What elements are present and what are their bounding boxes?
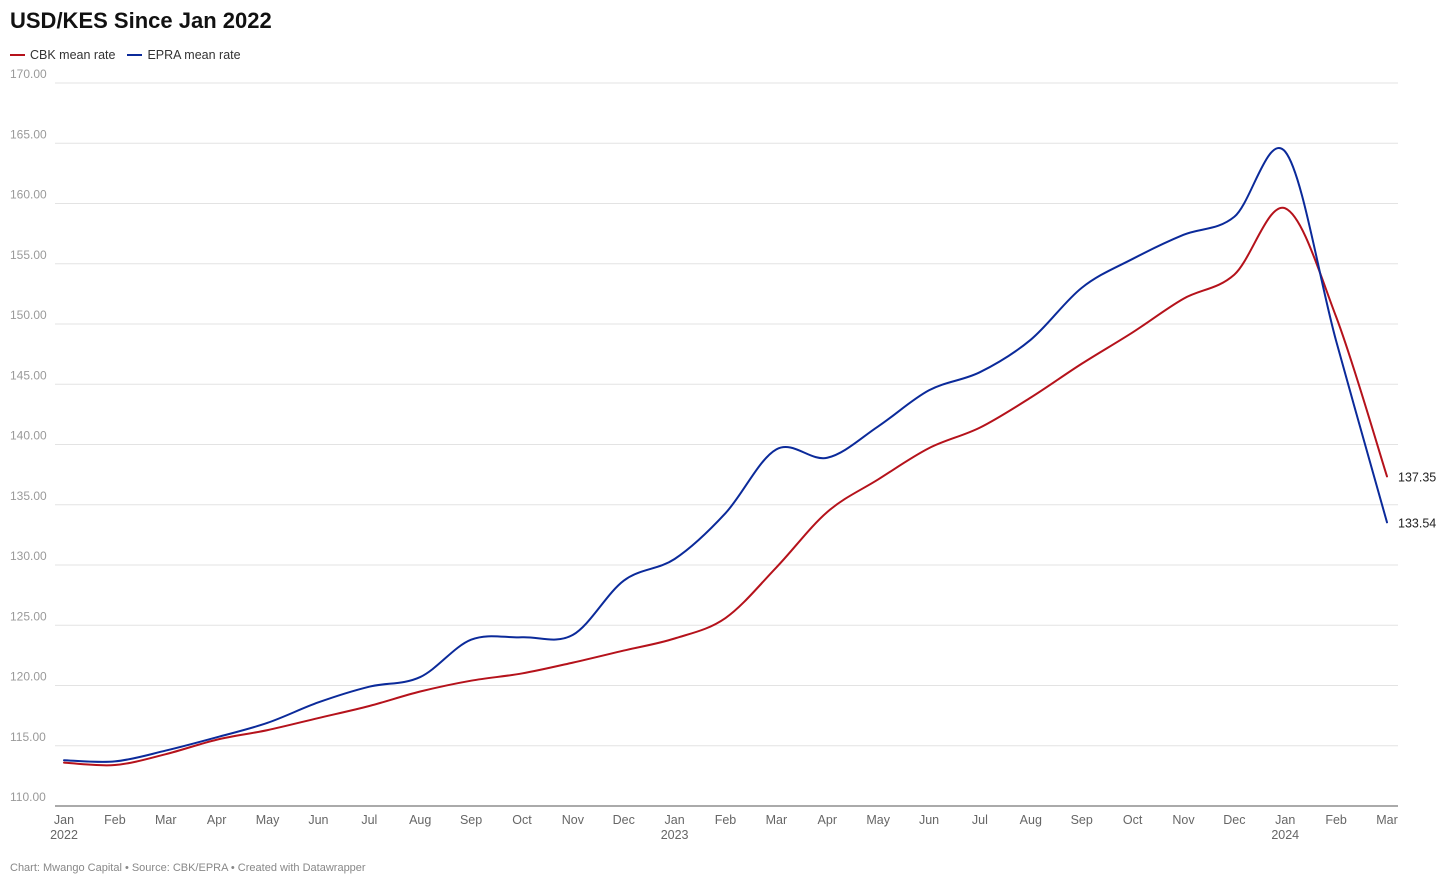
legend-label-epra: EPRA mean rate <box>147 48 241 62</box>
y-tick-label: 160.00 <box>10 188 47 202</box>
x-tick-label: Aug <box>1020 813 1042 827</box>
x-tick-label: Feb <box>1325 813 1347 827</box>
legend-swatch-cbk <box>10 54 25 56</box>
series-line-cbk <box>63 206 1388 767</box>
x-tick-label: Jan <box>665 813 685 827</box>
x-tick-label: Feb <box>104 813 126 827</box>
x-tick-year: 2024 <box>1271 828 1299 842</box>
y-tick-label: 125.00 <box>10 609 47 623</box>
x-tick-label: Mar <box>1376 813 1398 827</box>
x-tick-label: Dec <box>613 813 635 827</box>
x-tick-label: Dec <box>1223 813 1245 827</box>
end-value-label-epra: 133.54 <box>1398 516 1436 530</box>
y-tick-label: 130.00 <box>10 549 47 563</box>
x-tick-label: Feb <box>715 813 737 827</box>
x-tick-label: Apr <box>207 813 226 827</box>
y-tick-label: 135.00 <box>10 489 47 503</box>
x-tick-label: Nov <box>1172 813 1195 827</box>
x-tick-label: May <box>866 813 890 827</box>
y-tick-label: 170.00 <box>10 67 47 81</box>
series-line-epra <box>63 147 1388 763</box>
x-tick-label: Jun <box>308 813 328 827</box>
x-tick-label: Apr <box>818 813 837 827</box>
legend-label-cbk: CBK mean rate <box>30 48 116 62</box>
y-tick-label: 165.00 <box>10 127 47 141</box>
legend: CBK mean rate EPRA mean rate <box>10 48 241 62</box>
x-tick-label: Jan <box>1275 813 1295 827</box>
x-tick-label: Jun <box>919 813 939 827</box>
x-tick-label: Mar <box>155 813 177 827</box>
x-tick-label: Sep <box>1071 813 1093 827</box>
x-tick-label: Jul <box>361 813 377 827</box>
y-tick-label: 140.00 <box>10 429 47 443</box>
x-tick-label: May <box>256 813 280 827</box>
end-value-label-cbk: 137.35 <box>1398 470 1436 484</box>
y-tick-label: 150.00 <box>10 308 47 322</box>
chart-title: USD/KES Since Jan 2022 <box>10 8 272 33</box>
legend-swatch-epra <box>127 54 143 56</box>
x-tick-year: 2022 <box>50 828 78 842</box>
y-tick-label: 115.00 <box>10 730 46 744</box>
y-tick-label: 110.00 <box>10 790 46 804</box>
x-tick-label: Jul <box>972 813 988 827</box>
x-tick-label: Jan <box>54 813 74 827</box>
x-tick-label: Mar <box>766 813 788 827</box>
legend-item-epra: EPRA mean rate <box>127 48 241 62</box>
legend-item-cbk: CBK mean rate <box>10 48 115 62</box>
chart-footer: Chart: Mwango Capital • Source: CBK/EPRA… <box>10 862 366 874</box>
x-tick-label: Oct <box>512 813 532 827</box>
x-tick-label: Sep <box>460 813 482 827</box>
y-tick-label: 145.00 <box>10 368 47 382</box>
y-tick-label: 120.00 <box>10 670 47 684</box>
x-tick-label: Oct <box>1123 813 1143 827</box>
x-tick-label: Aug <box>409 813 431 827</box>
y-tick-label: 155.00 <box>10 248 47 262</box>
x-tick-year: 2023 <box>661 828 689 842</box>
x-tick-label: Nov <box>562 813 585 827</box>
